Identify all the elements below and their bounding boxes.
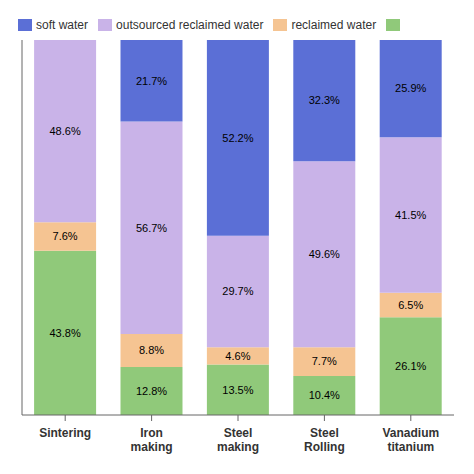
svg-text:48.6%: 48.6% [49,125,80,137]
svg-text:29.7%: 29.7% [222,285,253,297]
html-text:reclaimed water: reclaimed water [291,18,377,32]
svg-text:4.6%: 4.6% [225,350,250,362]
svg-text:21.7%: 21.7% [136,75,167,87]
svg-text:Steelmaking: Steelmaking [217,426,259,454]
svg-text:43.8%: 43.8% [49,327,80,339]
html-text:outsourced reclaimed water: outsourced reclaimed water [116,18,264,32]
svg-text:SteelRolling: SteelRolling [304,426,345,454]
svg-text:7.7%: 7.7% [312,355,337,367]
svg-text:32.3%: 32.3% [309,94,340,106]
svg-text:Ironmaking: Ironmaking [131,426,173,454]
svg-text:Sintering: Sintering [39,426,91,440]
svg-text:13.5%: 13.5% [222,384,253,396]
svg-text:41.5%: 41.5% [395,209,426,221]
svg-text:6.5%: 6.5% [398,299,423,311]
svg-text:10.4%: 10.4% [309,389,340,401]
html-text:soft water: soft water [36,18,88,32]
svg-text:12.8%: 12.8% [136,385,167,397]
svg-text:56.7%: 56.7% [136,222,167,234]
svg-text:26.1%: 26.1% [395,360,426,372]
svg-text:52.2%: 52.2% [222,132,253,144]
svg-text:7.6%: 7.6% [53,230,78,242]
svg-text:8.8%: 8.8% [139,344,164,356]
svg-text:25.9%: 25.9% [395,82,426,94]
svg-text:49.6%: 49.6% [309,248,340,260]
svg-text:Vanadiumtitanium: Vanadiumtitanium [382,426,439,454]
